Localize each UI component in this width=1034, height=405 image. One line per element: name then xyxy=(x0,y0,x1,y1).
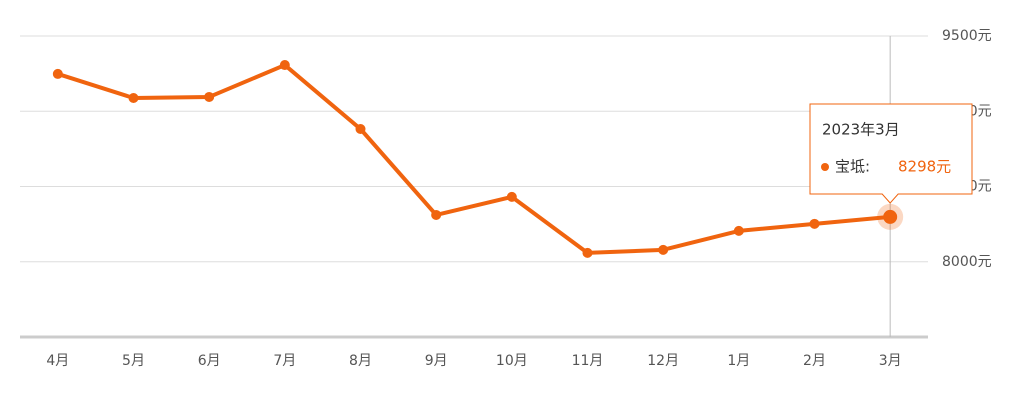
point xyxy=(658,244,669,255)
x-tick-label: 3月 xyxy=(879,353,902,369)
x-tick-label: 8月 xyxy=(349,353,372,369)
point xyxy=(128,93,139,104)
x-tick-label: 2月 xyxy=(803,353,826,369)
x-tick-label: 4月 xyxy=(46,353,69,369)
point xyxy=(883,209,898,224)
point xyxy=(733,225,744,236)
point xyxy=(506,191,517,202)
point xyxy=(582,247,593,258)
tooltip-box xyxy=(809,103,973,204)
line xyxy=(57,63,891,255)
point xyxy=(52,68,63,79)
y-tick-label: 8000元 xyxy=(942,254,992,270)
x-tick-label: 7月 xyxy=(273,353,296,369)
x-tick-label: 9月 xyxy=(425,353,448,369)
tooltip-title: 2023年3月 xyxy=(822,121,900,139)
x-tick-label: 11月 xyxy=(572,353,604,369)
tooltip-label: 宝坻: xyxy=(835,158,870,176)
x-tick-label: 12月 xyxy=(647,353,679,369)
y-tick-label: 9500元 xyxy=(942,28,992,44)
x-tick-label: 6月 xyxy=(198,353,221,369)
point xyxy=(204,91,215,102)
point xyxy=(431,209,442,220)
x-tick-label: 5月 xyxy=(122,353,145,369)
tooltip-dot xyxy=(821,163,829,171)
point xyxy=(809,218,820,229)
x-tick-label: 1月 xyxy=(727,353,750,369)
tooltip-value: 8298元 xyxy=(898,158,951,176)
point xyxy=(279,60,290,71)
x-tick-label: 10月 xyxy=(496,353,528,369)
point xyxy=(355,124,366,135)
